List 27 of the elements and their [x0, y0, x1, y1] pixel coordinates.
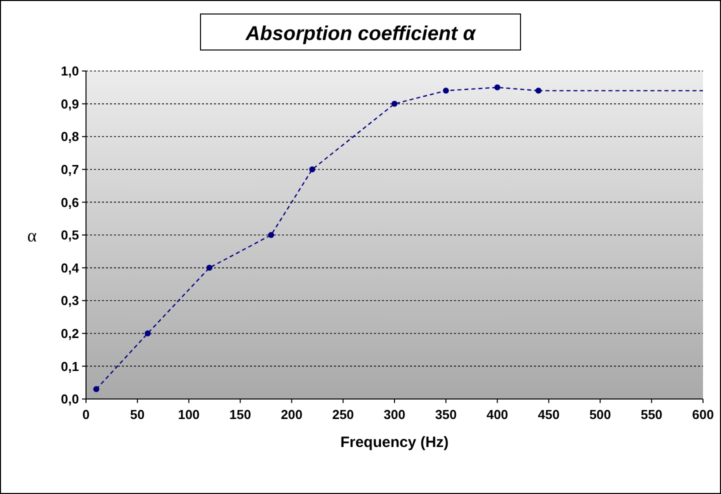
x-tick-label: 200: [280, 407, 303, 422]
y-tick-label: 0,7: [60, 162, 79, 177]
x-tick-label: 600: [692, 407, 714, 422]
y-axis-title: α: [27, 225, 38, 246]
x-tick-label: 550: [640, 407, 662, 422]
x-tick-label: 500: [589, 407, 612, 422]
x-tick-label: 400: [486, 407, 508, 422]
x-tick-label: 100: [178, 407, 200, 422]
x-tick-label: 300: [384, 407, 406, 422]
y-tick-label: 0,2: [60, 326, 79, 341]
y-tick-label: 0,4: [60, 260, 80, 276]
y-tick-label: 0,0: [60, 392, 79, 407]
y-tick-label: 0,3: [60, 293, 79, 308]
x-axis-title: Frequency (Hz): [340, 434, 449, 451]
y-tick-label: 0,6: [60, 194, 79, 210]
y-tick-label: 0,1: [60, 358, 79, 374]
x-tick-label: 50: [130, 407, 145, 422]
x-tick-label: 450: [538, 407, 560, 422]
x-tick-label: 150: [229, 407, 252, 422]
y-tick-label: 1,0: [60, 64, 79, 79]
y-tick-label: 0,9: [60, 96, 79, 112]
x-tick-label: 0: [82, 407, 90, 422]
y-tick-label: 0,5: [60, 228, 79, 243]
x-tick-label: 250: [332, 407, 354, 422]
y-tick-label: 0,8: [60, 129, 79, 144]
x-tick-label: 350: [435, 407, 457, 422]
chart-title: Absorption coefficient α: [244, 23, 478, 45]
